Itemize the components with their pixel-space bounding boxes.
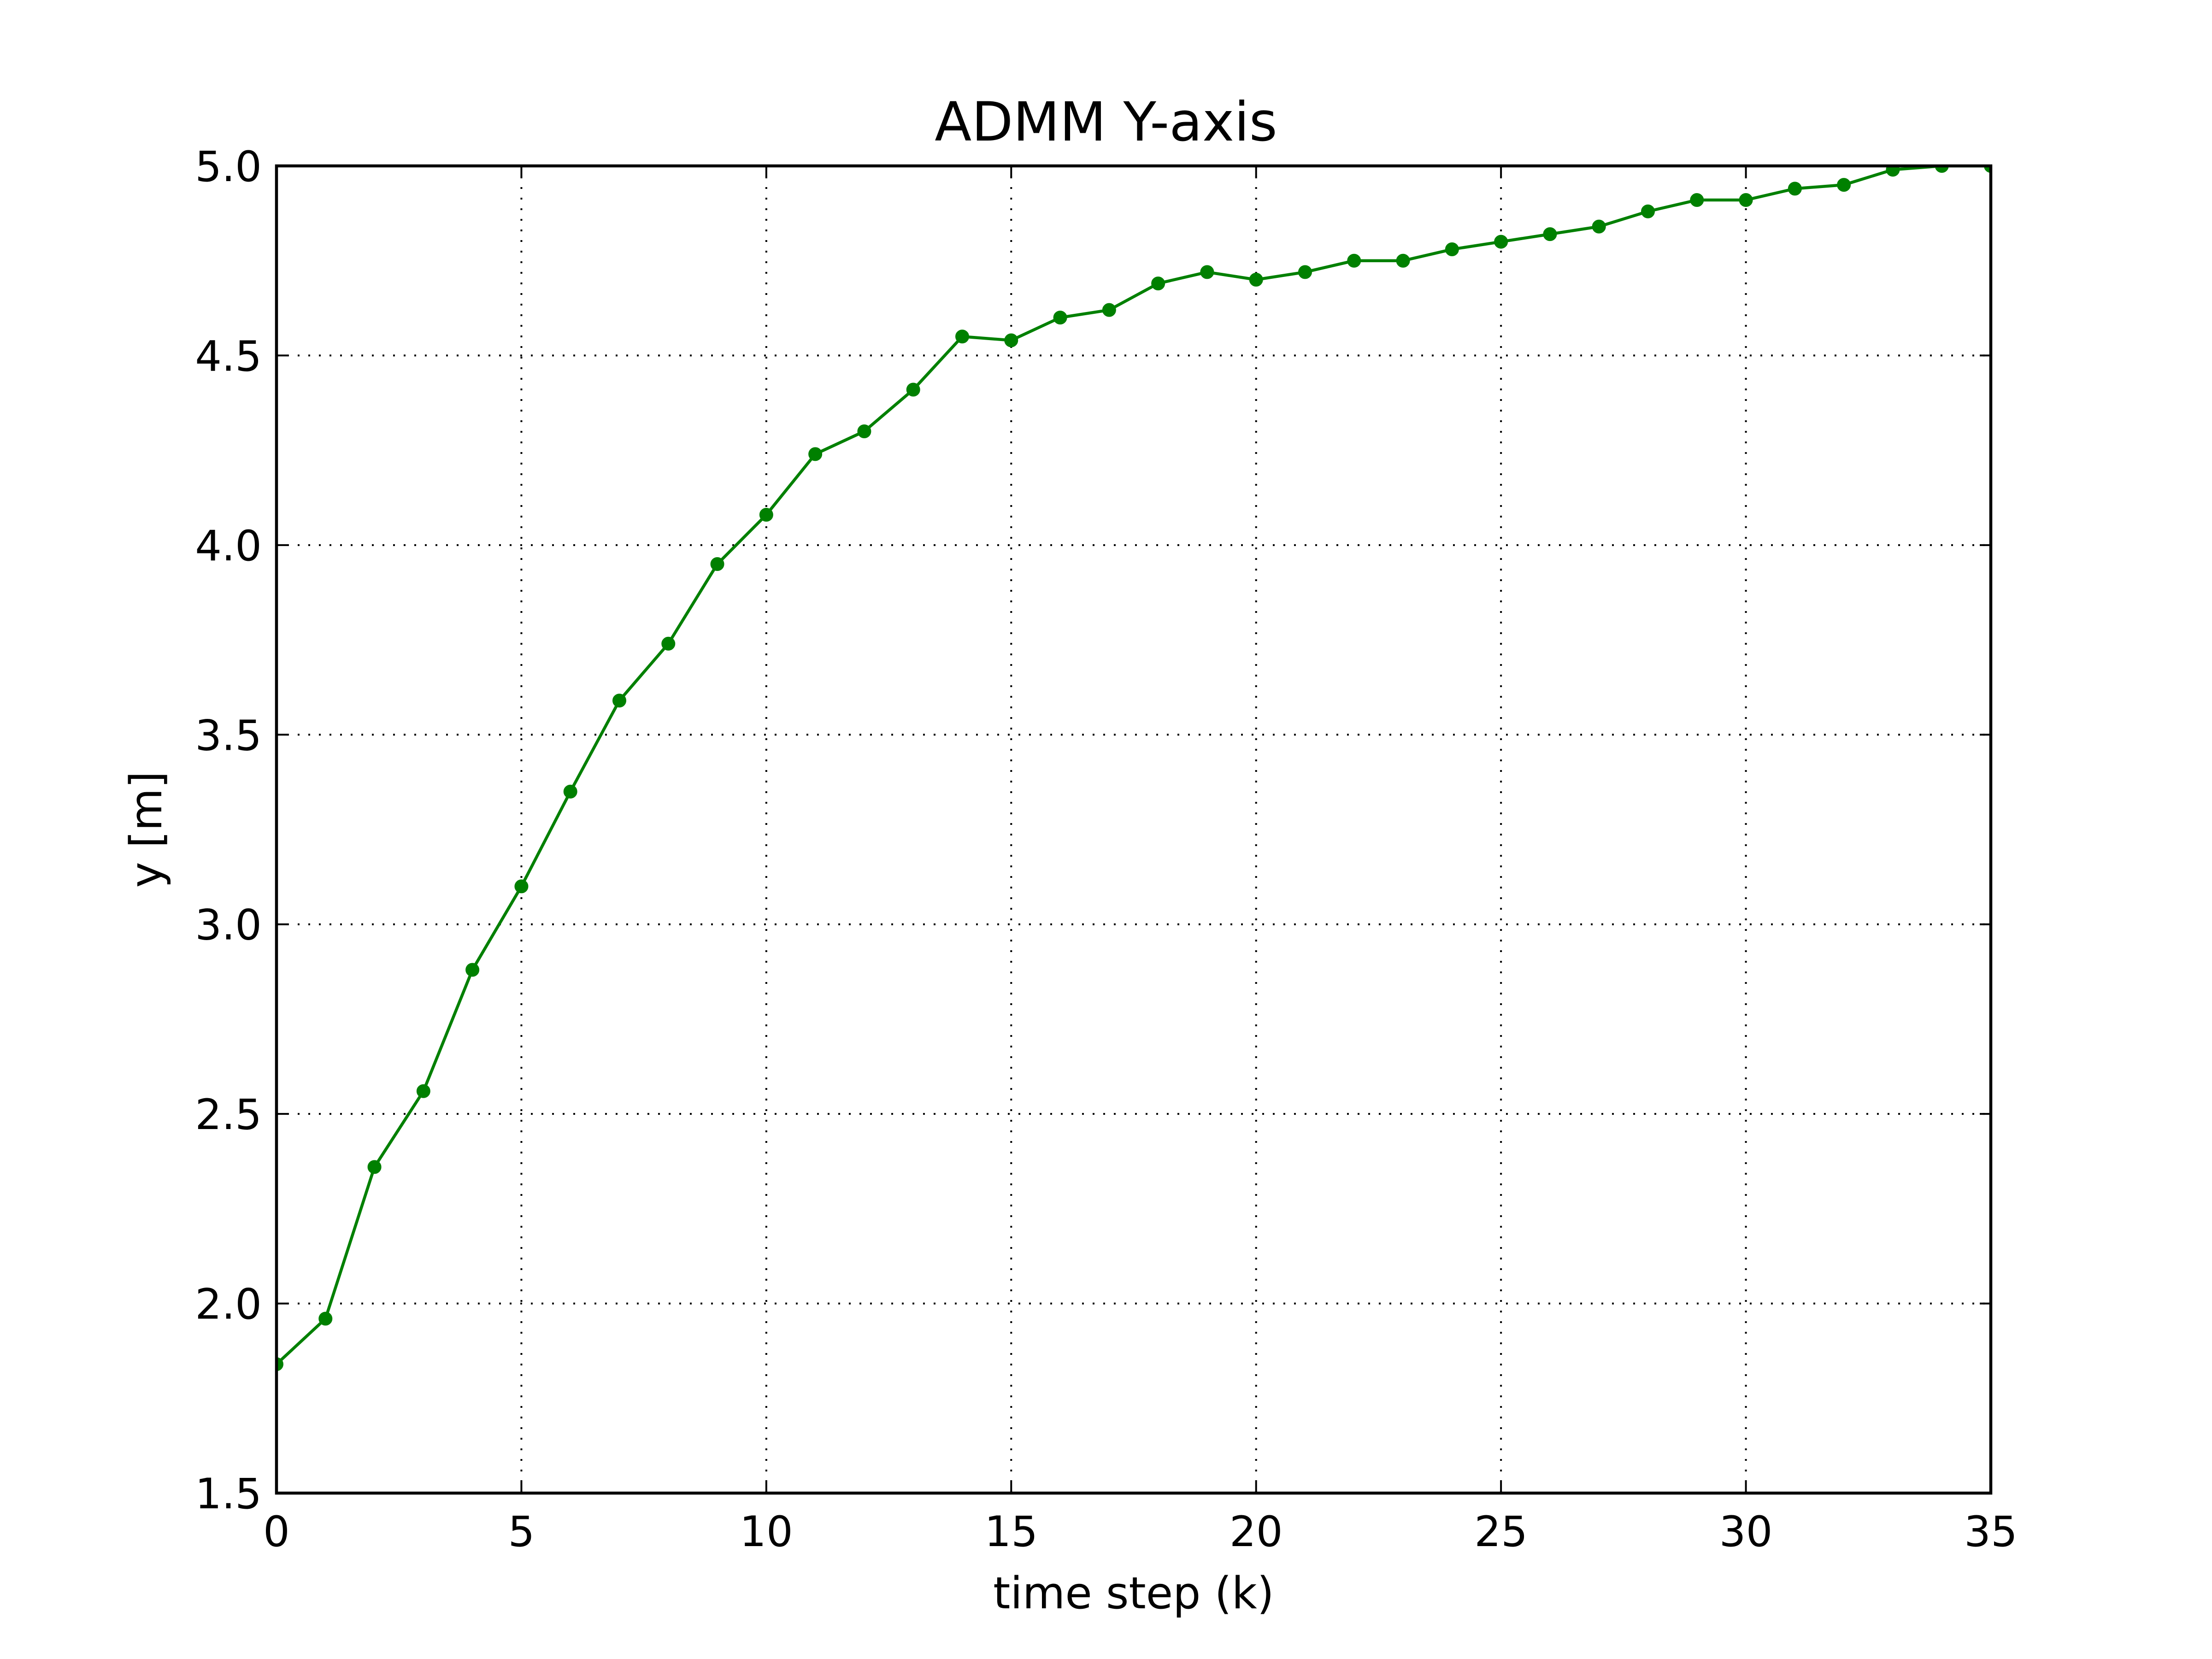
data-point xyxy=(612,694,626,708)
data-point xyxy=(563,784,577,799)
y-tick-label: 4.5 xyxy=(195,332,262,381)
data-point xyxy=(1641,204,1655,218)
x-tick-label: 20 xyxy=(1230,1508,1283,1556)
data-point xyxy=(1935,166,1949,173)
data-point xyxy=(1837,178,1851,192)
data-point xyxy=(808,447,823,461)
series-group xyxy=(276,166,1991,1371)
series-line xyxy=(276,166,1991,1366)
data-point xyxy=(367,1160,382,1174)
data-point xyxy=(1543,227,1557,241)
data-point xyxy=(1151,276,1165,291)
data-point xyxy=(1298,265,1312,279)
x-tick-label: 25 xyxy=(1474,1508,1528,1556)
y-axis-label: y [m] xyxy=(121,771,172,888)
data-point xyxy=(1347,253,1361,268)
data-point xyxy=(1886,166,1900,177)
data-point xyxy=(1690,193,1704,207)
data-point xyxy=(318,1312,333,1326)
x-tick-label: 30 xyxy=(1719,1508,1773,1556)
x-tick-label: 15 xyxy=(984,1508,1038,1556)
grid-layer xyxy=(276,166,1991,1493)
data-point xyxy=(1200,265,1214,279)
data-point xyxy=(1004,333,1018,347)
y-tick-label: 3.0 xyxy=(195,901,262,950)
data-point xyxy=(1445,242,1459,257)
data-point xyxy=(1249,272,1263,287)
data-point xyxy=(759,508,773,522)
plot-frame xyxy=(275,164,1993,1495)
data-point xyxy=(1739,193,1753,207)
tick-layer: 0 5 10 15 20 25 30 35 1.5 2.0 2.5 3.0 3.5 4.0 4.5 5.0 xyxy=(195,143,2018,1556)
x-axis-label: time step (k) xyxy=(993,1568,1274,1619)
data-point xyxy=(955,329,969,344)
y-tick-label: 1.5 xyxy=(195,1470,262,1518)
chart-title: ADMM Y-axis xyxy=(935,90,1277,153)
data-point xyxy=(1053,311,1067,325)
y-tick-label: 2.0 xyxy=(195,1281,262,1329)
data-point xyxy=(857,424,871,438)
data-point xyxy=(1592,219,1606,234)
data-point xyxy=(416,1084,430,1098)
data-point xyxy=(1788,182,1802,196)
y-tick-label: 5.0 xyxy=(195,143,262,191)
y-tick-label: 4.0 xyxy=(195,522,262,571)
x-tick-label: 35 xyxy=(1964,1508,2018,1556)
series-layer xyxy=(276,166,1991,1371)
y-tick-label: 2.5 xyxy=(195,1091,262,1139)
data-point xyxy=(1396,253,1410,268)
data-point xyxy=(661,636,676,651)
x-tick-label: 0 xyxy=(263,1508,290,1556)
data-point xyxy=(514,879,529,894)
data-point xyxy=(710,557,724,571)
data-point xyxy=(1984,166,1991,173)
data-point xyxy=(906,382,920,397)
data-point xyxy=(276,1357,283,1371)
data-point xyxy=(465,963,480,977)
y-tick-label: 3.5 xyxy=(195,712,262,760)
x-tick-label: 5 xyxy=(508,1508,535,1556)
data-point xyxy=(1494,235,1508,249)
x-tick-label: 10 xyxy=(740,1508,793,1556)
data-point xyxy=(1102,303,1116,317)
